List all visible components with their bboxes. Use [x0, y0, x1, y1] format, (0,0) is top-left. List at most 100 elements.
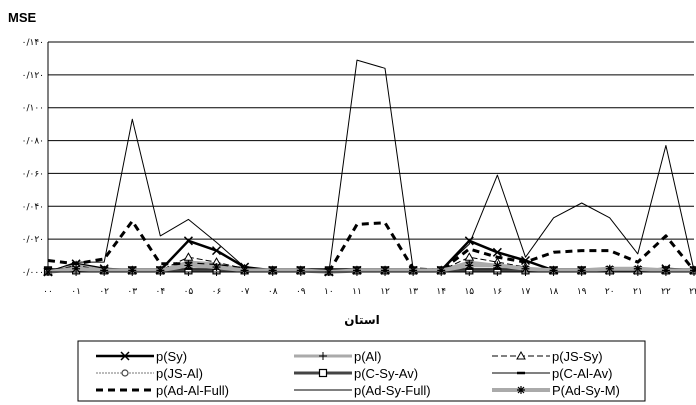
marker-star — [521, 264, 530, 273]
x-tick-label: ۰۸ — [268, 287, 278, 297]
marker-x — [183, 236, 193, 246]
marker-star — [72, 264, 81, 273]
y-tick-label: ۰/۱۰۰ — [22, 104, 44, 114]
x-tick-label: ۱۶ — [493, 287, 503, 297]
x-tick-label: ۰۴ — [156, 287, 166, 297]
y-tick-label: ۰/۱۴۰ — [22, 38, 44, 48]
x-tick-label: ۱۴ — [436, 287, 446, 297]
marker-star — [690, 266, 696, 275]
series-line — [47, 239, 695, 274]
x-tick-label: ۰۰ — [43, 287, 53, 297]
series-7 — [47, 219, 696, 274]
series-line — [47, 263, 694, 274]
x-tick-label: ۱۱ — [352, 287, 362, 297]
series-8 — [47, 59, 695, 273]
marker-star — [296, 266, 305, 275]
marker-triangle — [516, 350, 526, 360]
legend-box — [77, 340, 646, 402]
x-tick-label: ۱۲ — [380, 287, 390, 297]
x-axis-label: استان — [344, 313, 380, 327]
legend-entry: p(Sy) — [96, 349, 187, 364]
marker-circle — [121, 369, 129, 377]
legend-label: P(Ad-Sy-M) — [552, 383, 620, 398]
y-tick-labels: ۰/۰۰۰ ۰/۰۲۰ ۰/۰۴۰ ۰/۰۶۰ ۰/۰۸۰ ۰/۱۰۰ ۰/۱۲۰ ۰/۱۴۰ — [22, 38, 44, 278]
marker-star — [517, 386, 525, 394]
x-tick-label: ۱۵ — [464, 287, 474, 297]
marker-star — [493, 261, 502, 270]
legend-entry: p(Ad-Al-Full) — [96, 383, 229, 398]
x-tick-label: ۱۹ — [577, 287, 587, 297]
marker-triangle — [183, 252, 194, 261]
gridlines — [48, 41, 694, 240]
legend: p(Sy) p(Al) p(JS-Sy) p(JS-Al) p(C-Sy-Av) p(C-… — [77, 340, 646, 402]
legend-entry: p(Ad-Sy-Full) — [294, 383, 431, 398]
x-tick-label: ۰۲ — [99, 287, 109, 297]
marker-star — [605, 264, 614, 273]
marker-x — [492, 247, 502, 257]
legend-label: p(Ad-Sy-Full) — [354, 383, 431, 398]
x-tick-label: ۰۳ — [127, 287, 137, 297]
series-lines — [43, 59, 696, 277]
y-axis-label: MSE — [8, 10, 37, 25]
series-9 — [44, 261, 696, 276]
x-tick-label: ۱۳ — [408, 287, 418, 297]
y-tick-label: ۰/۱۲۰ — [22, 71, 44, 81]
series-line — [47, 59, 695, 273]
x-tick-label: ۱۷ — [521, 287, 531, 297]
marker-star — [549, 266, 558, 275]
legend-label: p(JS-Sy) — [552, 349, 603, 364]
x-tick-label: ۰۷ — [240, 287, 250, 297]
series-2 — [44, 258, 696, 276]
x-tick-label: ۰۹ — [296, 287, 306, 297]
x-tick-label: ۲۰ — [605, 287, 615, 297]
x-tick-label: ۲۳ — [689, 287, 696, 297]
x-tick-label: ۰۶ — [212, 287, 222, 297]
marker-star — [240, 266, 249, 275]
legend-entry: p(JS-Al) — [96, 366, 203, 381]
y-tick-label: ۰/۰۴۰ — [22, 202, 44, 212]
legend-label: p(C-Sy-Av) — [354, 366, 418, 381]
marker-star — [268, 266, 277, 275]
x-tick-label: ۰۱ — [71, 287, 81, 297]
legend-label: p(Al) — [354, 349, 381, 364]
x-tick-label: ۰۵ — [184, 287, 194, 297]
legend-entry: p(Al) — [294, 349, 381, 364]
legend-label: p(JS-Al) — [156, 366, 203, 381]
marker-star — [633, 264, 642, 273]
series-line — [47, 219, 696, 274]
marker-star — [212, 263, 221, 272]
marker-star — [465, 261, 474, 270]
marker-x — [520, 255, 531, 266]
x-tick-labels: ۰۰ ۰۱ ۰۲ ۰۳ ۰۴ ۰۵ ۰۶ ۰۷ ۰۸ ۰۹ ۱۰ ۱۱ ۱۲ ۱۳ ۱۴ ۱۵ ۱۶ ۱۷ ۱۸ ۱۹… — [43, 287, 696, 297]
y-tick-label: ۰/۰۸۰ — [22, 137, 44, 147]
marker-star — [409, 266, 418, 275]
y-tick-label: ۰/۰۰۰ — [22, 268, 44, 278]
x-tick-label: ۱۰ — [324, 287, 334, 297]
marker-star — [661, 266, 670, 275]
marker-triangle — [464, 252, 475, 261]
y-tick-label: ۰/۰۶۰ — [22, 169, 44, 179]
x-tick-label: ۲۱ — [633, 287, 643, 297]
marker-x — [120, 351, 130, 361]
legend-entry: p(C-Sy-Av) — [294, 366, 418, 381]
marker-square — [318, 368, 328, 378]
marker-star — [381, 266, 390, 275]
marker-star — [577, 266, 586, 275]
axes — [47, 42, 695, 276]
legend-entry: P(Ad-Sy-M) — [492, 383, 620, 398]
y-tick-label: ۰/۰۲۰ — [22, 235, 44, 245]
marker-star — [437, 266, 446, 275]
marker-star — [128, 266, 137, 275]
marker-plus — [319, 352, 327, 360]
legend-label: p(Sy) — [156, 349, 187, 364]
x-tick-label: ۱۸ — [549, 287, 559, 297]
legend-entry: p(C-Al-Av) — [492, 366, 612, 381]
legend-label: p(Ad-Al-Full) — [156, 383, 229, 398]
marker-star — [100, 266, 109, 275]
marker-star — [156, 266, 165, 275]
x-tick-label: ۲۲ — [661, 287, 671, 297]
legend-label: p(C-Al-Av) — [552, 366, 612, 381]
marker-star — [352, 266, 361, 275]
marker-x — [211, 246, 222, 256]
